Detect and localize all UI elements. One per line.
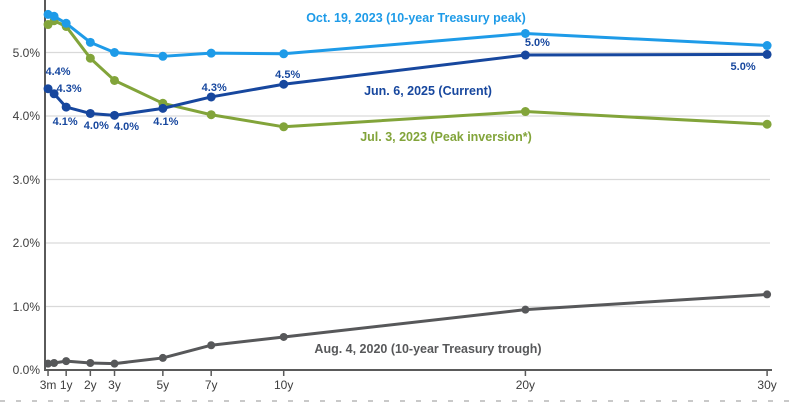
yield-curve-line-0 [47,12,768,58]
point-label-30y-5.0%: 5.0% [730,61,756,74]
y-tick-label-5.0%: 5.0% [12,45,40,60]
x-tick-label-30y: 30y [757,378,777,392]
data-point-series0-3y [85,37,95,47]
point-label-30y-5.0%: 5.0% [524,37,550,50]
data-point-series3-20y [279,332,288,341]
series-label-jun-6-2025-current: Jun. 6, 2025 (Current) [364,84,492,98]
data-point-series1-5y [110,110,120,120]
data-point-series3-10y [207,341,216,350]
data-point-series1-1y [49,89,59,99]
point-label-1y-4.3%: 4.3% [56,82,82,95]
x-tick-label-7y: 7y [204,378,218,392]
data-point-series1-3y [85,108,95,118]
y-tick-label-2.0%: 2.0% [12,236,40,250]
series-label-aug-4-2020-trough: Aug. 4, 2020 (10-year Treasury trough) [314,342,542,356]
x-tick-label-3m: 3m [39,378,57,392]
data-point-series2-30y [762,119,772,129]
x-tick-label-20y: 20y [515,378,536,392]
yield-curve-line-3 [47,292,768,366]
data-point-series3-2y [62,357,71,366]
series-label-jul-3-2023-peak-inversion: Jul. 3, 2023 (Peak inversion*) [360,130,532,144]
data-point-series1-3m [43,84,53,94]
x-tick-label-10y: 10y [274,378,294,392]
data-point-series0-10y [206,48,216,58]
data-point-series1-7y [158,103,168,113]
data-point-series2-30y [520,107,530,117]
data-point-series0-20y [279,49,289,59]
data-point-series1-10y [206,92,216,102]
point-label-3m-4.4%: 4.4% [45,65,71,78]
yield-curve-line-2 [47,19,768,129]
data-point-series2-20y [279,122,289,132]
y-tick-label-1.0%: 1.0% [12,299,40,314]
data-point-series3-7y [158,353,167,362]
data-point-series0-1y [49,11,59,21]
data-point-series0-2y [61,18,71,28]
data-point-series2-3y [85,53,95,63]
data-point-series3-1y [50,359,59,368]
point-label-10y-4.3%: 4.3% [201,81,227,94]
data-point-series3-3y [86,359,95,368]
point-label-3y-4.0%: 4.0% [83,120,109,133]
x-tick-label-2y: 2y [83,378,97,392]
data-point-series3-30y [763,290,772,299]
data-point-series3-30y [521,305,530,314]
point-label-20y-4.5%: 4.5% [275,69,301,82]
data-point-series0-30y [520,28,530,38]
data-point-series3-3m [44,359,53,368]
data-point-series3-5y [110,359,119,368]
data-point-series1-20y [279,79,289,89]
point-label-2y-4.1%: 4.1% [52,116,78,129]
x-tick-label-5y: 5y [156,378,170,392]
point-label-5y-4.0%: 4.0% [113,121,140,134]
series-label-oct-19-2023-peak: Oct. 19, 2023 (10-year Treasury peak) [306,11,526,25]
y-tick-label-0.0%: 0.0% [12,363,40,377]
x-tick-label-3y: 3y [108,378,121,392]
y-tick-label-3.0%: 3.0% [12,172,40,187]
x-tick-label-1y: 1y [59,378,73,392]
data-point-series1-30y [520,50,530,60]
y-tick-label-4.0%: 4.0% [12,109,40,123]
data-point-series0-30y [762,41,772,51]
data-point-series0-7y [158,51,168,61]
data-point-series0-5y [110,48,120,57]
point-label-7y-4.1%: 4.1% [153,116,179,129]
data-point-series2-5y [110,75,120,85]
data-point-series2-10y [206,110,216,120]
data-point-series1-30y [762,49,772,59]
data-point-series1-2y [61,102,71,112]
yield-curve-line-1 [47,52,768,117]
